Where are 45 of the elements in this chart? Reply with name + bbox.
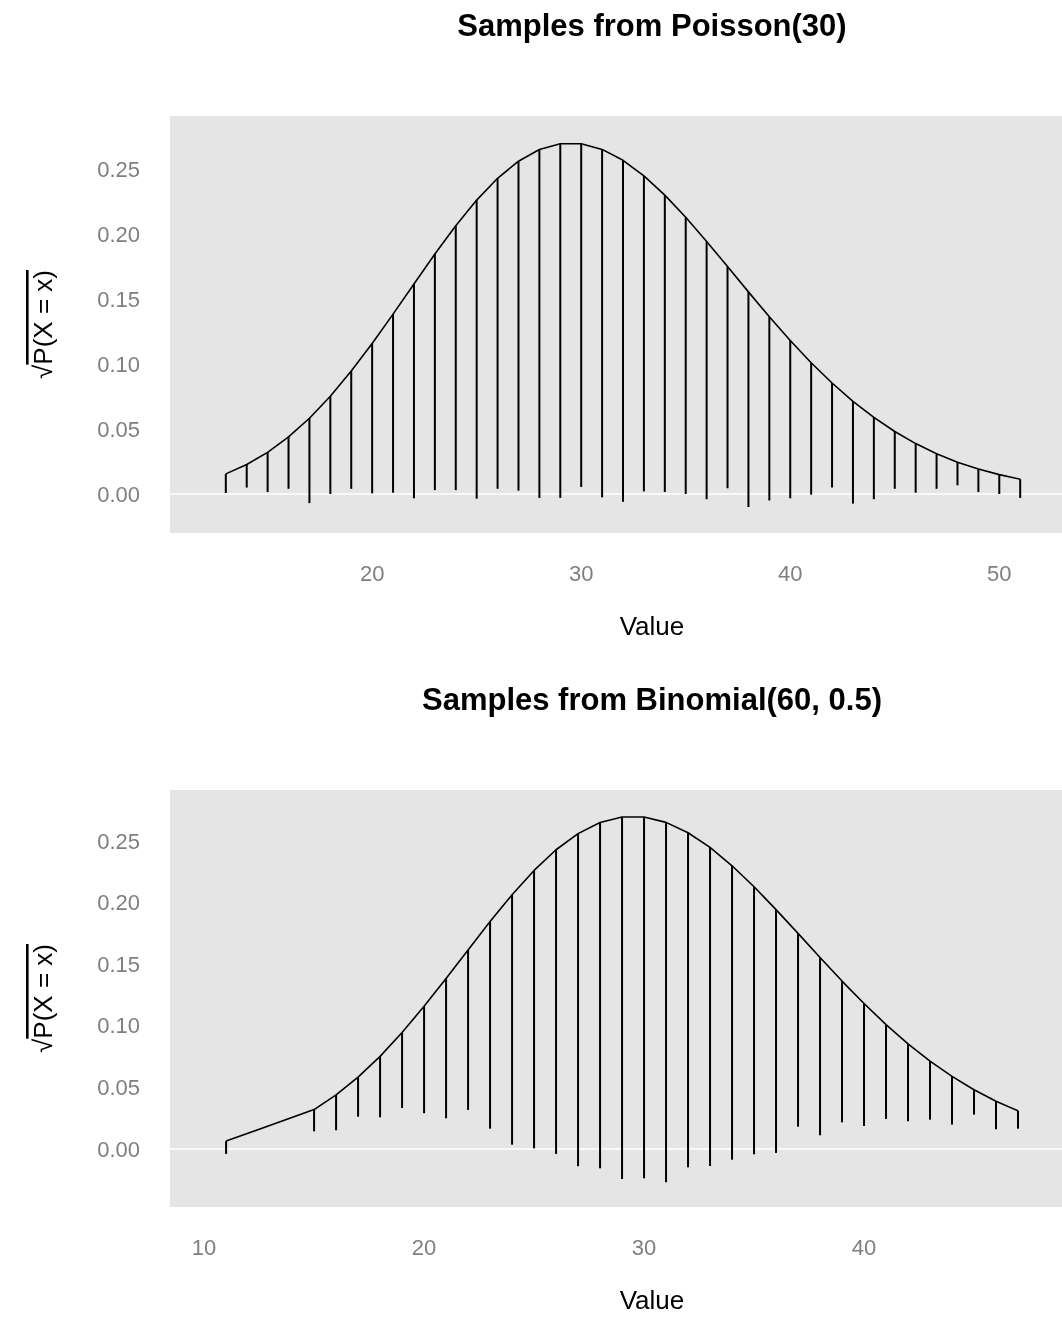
y-tick-label: 0.05 — [97, 416, 140, 442]
bar — [907, 1043, 910, 1122]
bar — [423, 1006, 426, 1114]
bar — [841, 981, 844, 1123]
x-tick-label: 20 — [411, 1235, 437, 1260]
bar — [819, 957, 822, 1136]
x-tick-label: 20 — [359, 561, 385, 586]
y-tick-label: 0.00 — [97, 1136, 140, 1162]
chart-title: Samples from Poisson(30) — [457, 8, 847, 43]
bar — [379, 1056, 382, 1118]
bar — [467, 949, 470, 1110]
x-tick-label: 40 — [778, 561, 803, 586]
chart-title: Samples from Binomial(60, 0.5) — [422, 682, 882, 717]
bar — [951, 1076, 954, 1125]
x-tick-label: 40 — [851, 1235, 877, 1260]
y-axis-title: √P(X = x) — [28, 270, 58, 379]
y-tick-label: 0.15 — [97, 286, 140, 312]
y-tick-label: 0.20 — [97, 890, 140, 916]
bar — [313, 1109, 316, 1132]
x-axis-title: Value — [619, 1285, 685, 1315]
y-tick-label: 0.15 — [97, 951, 140, 977]
bar — [995, 1101, 998, 1130]
bar — [863, 1003, 866, 1126]
y-tick-label: 0.00 — [97, 481, 140, 507]
x-tick-label: 50 — [987, 561, 1012, 586]
bar — [797, 933, 800, 1127]
bar — [973, 1089, 976, 1115]
bar — [929, 1061, 932, 1120]
bar — [885, 1024, 888, 1119]
y-tick-label: 0.25 — [97, 828, 140, 854]
y-axis-title: √P(X = x) — [28, 944, 58, 1053]
x-axis-title: Value — [619, 611, 685, 641]
y-tick-label: 0.10 — [97, 351, 140, 377]
bar — [335, 1094, 338, 1131]
x-tick-label: 30 — [631, 1235, 657, 1260]
y-tick-label: 0.25 — [97, 156, 140, 182]
y-tick-label: 0.05 — [97, 1075, 140, 1101]
bar — [489, 921, 492, 1129]
bar — [445, 978, 448, 1119]
x-tick-label: 10 — [191, 1235, 217, 1260]
bar — [401, 1032, 404, 1108]
bar — [357, 1077, 360, 1117]
x-tick-label: 30 — [568, 561, 594, 586]
y-tick-label: 0.20 — [97, 221, 140, 247]
y-tick-label: 0.10 — [97, 1013, 140, 1039]
